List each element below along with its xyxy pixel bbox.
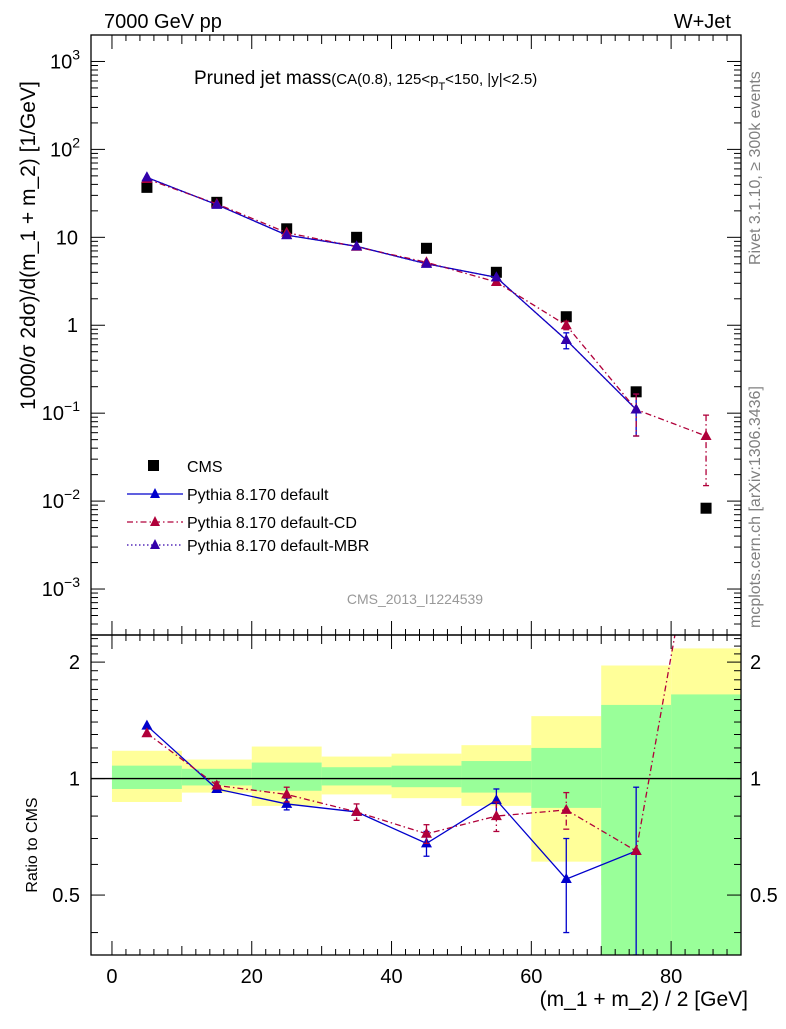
ratio-band-green — [461, 761, 532, 793]
data-point-cms — [700, 502, 712, 514]
ratio-point-pythia-8-170-default-cd — [630, 844, 642, 855]
series-line-pythia-8-170-default-mbr — [146, 176, 637, 410]
ratio-y-axis-label: Ratio to CMS — [24, 797, 41, 892]
series-line-pythia-8-170-default-cd — [146, 178, 707, 437]
y-tick-label-ratio-left: 0.5 — [52, 885, 80, 907]
legend: CMS Pythia 8.170 default Pythia 8.170 de… — [127, 459, 369, 555]
y-tick-label-ratio-left: 2 — [69, 652, 80, 674]
x-tick-label: 0 — [106, 966, 117, 988]
y-tick-label-main: 103 — [50, 46, 80, 73]
ratio-point-pythia-8-170-default-cd — [560, 803, 572, 814]
ratio-line-pythia-8-170-default-cd — [146, 635, 676, 853]
y-tick-label-main: 10−3 — [42, 574, 80, 601]
ratio-band-green — [671, 694, 741, 955]
chart-title-subscript: T — [438, 81, 445, 93]
y-tick-label-base: 10 — [42, 491, 64, 513]
ratio-series-group — [141, 635, 676, 955]
ratio-point-pythia-8-170-default-cd — [351, 805, 363, 816]
ratio-point-pythia-8-170-default — [281, 797, 293, 808]
ratio-point-pythia-8-170-default — [141, 719, 153, 730]
y-tick-label-ratio-left: 1 — [69, 769, 80, 791]
y-tick-label-exponent: −3 — [64, 574, 80, 590]
y-tick-label-ratio-right: 1 — [750, 769, 761, 791]
legend-label-default-cd: Pythia 8.170 default-CD — [187, 515, 357, 532]
data-point-pythia-8-170-default-cd — [700, 430, 712, 441]
ratio-point-pythia-8-170-default-cd — [141, 727, 153, 738]
legend-marker-cms — [148, 460, 159, 471]
x-tick-label: 20 — [241, 966, 263, 988]
ratio-panel-frame — [90, 634, 742, 956]
legend-label-default-mbr: Pythia 8.170 default-MBR — [187, 538, 369, 555]
data-point-pythia-8-170-default-mbr — [211, 198, 223, 209]
header-right: W+Jet — [674, 11, 732, 33]
data-point-cms — [141, 181, 153, 193]
ratio-uncertainty-bands — [111, 648, 741, 955]
ratio-band-green — [391, 765, 462, 788]
chart-title-suffix: (CA(0.8), 125<p — [331, 71, 438, 88]
legend-label-cms: CMS — [187, 459, 223, 476]
y-tick-label-base: 10 — [50, 139, 72, 161]
chart-title: Pruned jet mass(CA(0.8), 125<pT<150, |y|… — [194, 68, 537, 93]
y-tick-label-main: 10−2 — [42, 486, 80, 513]
ratio-point-pythia-8-170-default-cd — [211, 779, 223, 790]
data-point-pythia-8-170-default-cd — [560, 319, 572, 330]
ratio-band-green — [111, 765, 182, 789]
ratio-band-green — [251, 762, 322, 791]
data-point-cms — [560, 311, 572, 323]
plot-frames — [90, 34, 742, 956]
data-point-cms — [420, 242, 432, 254]
y-tick-label-exponent: 2 — [72, 134, 80, 150]
data-point-pythia-8-170-default-mbr — [351, 240, 363, 251]
chart-title-end: <150, |y|<2.5) — [445, 71, 537, 88]
y-tick-label-base: 10 — [42, 579, 64, 601]
x-tick-label: 40 — [380, 966, 402, 988]
ratio-band-green — [531, 747, 602, 808]
y-tick-label-ratio-right: 2 — [750, 652, 761, 674]
main-series-group — [141, 171, 712, 514]
ratio-point-pythia-8-170-default-cd — [490, 810, 502, 821]
y-tick-label-main: 1 — [67, 315, 78, 337]
data-point-pythia-8-170-default-mbr — [560, 333, 572, 344]
data-point-pythia-8-170-default-mbr — [141, 171, 153, 182]
reference-label: CMS_2013_I1224539 — [347, 591, 483, 607]
data-point-cms — [630, 386, 642, 398]
mcplots-label: mcplots.cern.ch [arXiv:1306.3436] — [747, 386, 764, 628]
x-tick-label: 60 — [520, 966, 542, 988]
legend-marker-default-mbr — [150, 539, 160, 549]
data-point-pythia-8-170-default-mbr — [420, 257, 432, 268]
ratio-point-pythia-8-170-default — [560, 873, 572, 884]
y-tick-label-main: 10 — [56, 227, 78, 249]
ratio-line-pythia-8-170-default — [146, 725, 637, 880]
x-tick-label: 80 — [660, 966, 682, 988]
ratio-point-pythia-8-170-default-cd — [281, 788, 293, 799]
series-line-pythia-8-170-default — [146, 176, 637, 410]
ratio-point-pythia-8-170-default-cd — [420, 827, 432, 838]
data-series — [141, 171, 712, 955]
data-point-pythia-8-170-default-mbr — [281, 229, 293, 240]
y-tick-label-exponent: 3 — [72, 46, 80, 62]
legend-marker-default — [150, 488, 160, 498]
y-tick-label-base: 10 — [42, 403, 64, 425]
data-point-pythia-8-170-default-mbr — [490, 271, 502, 282]
chart-title-main: Pruned jet mass — [194, 68, 331, 89]
y-tick-label-ratio-right: 0.5 — [750, 885, 778, 907]
legend-label-default: Pythia 8.170 default — [187, 487, 329, 504]
y-tick-label-exponent: −1 — [64, 398, 80, 414]
y-tick-label-main: 102 — [50, 134, 80, 161]
rivet-label: Rivet 3.1.10, ≥ 300k events — [747, 71, 764, 265]
ratio-band-green — [321, 767, 392, 786]
y-axis-label: 1000/σ 2dσ)/d(m_1 + m_2) [1/GeV] — [17, 81, 40, 410]
legend-marker-default-cd — [150, 516, 160, 526]
y-tick-label-base: 10 — [50, 51, 72, 73]
y-tick-label-exponent: −2 — [64, 486, 80, 502]
data-point-cms — [351, 231, 363, 243]
x-axis-label: (m_1 + m_2) / 2 [GeV] — [540, 988, 748, 1011]
y-tick-label-main: 10−1 — [42, 398, 80, 425]
header-left: 7000 GeV pp — [104, 11, 222, 33]
data-point-pythia-8-170-default-mbr — [630, 403, 642, 414]
